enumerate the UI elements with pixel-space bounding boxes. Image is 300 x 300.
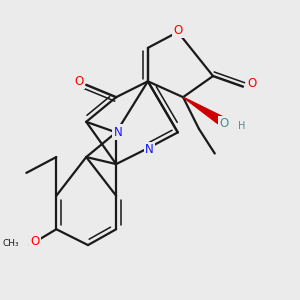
- Text: O: O: [31, 235, 40, 248]
- Text: N: N: [114, 126, 122, 139]
- Text: O: O: [75, 75, 84, 88]
- Text: H: H: [238, 122, 246, 131]
- Text: O: O: [173, 24, 182, 37]
- Text: N: N: [145, 143, 154, 157]
- Text: CH₃: CH₃: [2, 239, 19, 248]
- Text: O: O: [219, 117, 228, 130]
- Text: O: O: [247, 76, 256, 90]
- Polygon shape: [183, 97, 222, 124]
